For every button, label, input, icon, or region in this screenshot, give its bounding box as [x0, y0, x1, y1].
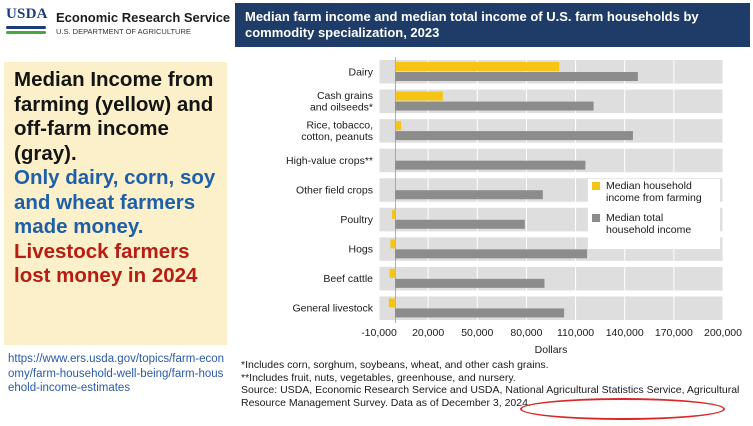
x-tick-label-5: 140,000 [606, 327, 644, 339]
x-tick-label-1: 20,000 [412, 327, 444, 339]
chart-notes: *Includes corn, sorghum, soybeans, wheat… [241, 359, 746, 409]
note-source: Source: USDA, Economic Research Service … [241, 384, 740, 409]
x-tick-label-3: 80,000 [510, 327, 542, 339]
bar-farm-income-rice-tobacco-cotton-peanuts [395, 121, 402, 131]
legend-background [588, 179, 720, 249]
legend-swatch-farm-income [592, 182, 600, 190]
callout-income-description: Median Income from farming (yellow) and … [14, 68, 214, 165]
bar-total-income-general-livestock [395, 308, 565, 318]
note-high-value-crops: **Includes fruit, nuts, vegetables, gree… [241, 371, 516, 384]
bar-total-income-poultry [395, 219, 525, 229]
callout-profit-statement: Only dairy, corn, soy and wheat farmers … [14, 166, 216, 238]
x-tick-label-0: -10,000 [361, 327, 397, 339]
x-axis-label: Dollars [535, 344, 568, 356]
bar-total-income-cash-grains-and-oilseeds [395, 101, 594, 111]
x-tick-label-4: 110,000 [557, 327, 594, 339]
legend-label-farm-income: Median household income from farming [606, 180, 702, 204]
bar-farm-income-dairy [395, 62, 560, 71]
logo-swoosh-green [6, 31, 46, 34]
ers-header: USDA Economic Research Service U.S. DEPA… [6, 4, 232, 44]
legend-label-total-income: Median total household income [606, 212, 691, 236]
bar-farm-income-poultry [392, 209, 396, 219]
callout-panel: Median Income from farming (yellow) and … [4, 62, 227, 345]
bar-total-income-rice-tobacco-cotton-peanuts [395, 131, 633, 141]
note-cash-grains: *Includes corn, sorghum, soybeans, wheat… [241, 359, 549, 371]
category-label-dairy: Dairy [348, 66, 373, 78]
org-name: Economic Research Service [56, 10, 231, 25]
bar-total-income-hogs [395, 249, 588, 259]
legend-swatch-total-income [592, 214, 600, 222]
category-label-general-livestock: General livestock [292, 303, 373, 315]
category-label-cash-grains-and-oilseeds: Cash grains and oilseeds* [310, 90, 373, 114]
x-tick-label-2: 50,000 [461, 327, 493, 339]
chart-panel: Median farm income and median total inco… [235, 3, 750, 423]
category-label-other-field-crops: Other field crops [296, 185, 373, 197]
bar-chart: Dairy Cash grains and oilseeds* Rice, tobac… [286, 57, 742, 356]
usda-logo-text: USDA [6, 6, 48, 22]
bar-total-income-dairy [395, 72, 638, 81]
bar-farm-income-beef-cattle [389, 268, 396, 278]
source-url-link[interactable]: https://www.ers.usda.gov/topics/farm-eco… [8, 353, 225, 394]
bar-total-income-other-field-crops [395, 190, 543, 200]
chart-title: Median farm income and median total inco… [235, 3, 750, 47]
bar-farm-income-cash-grains-and-oilseeds [395, 91, 443, 101]
x-tick-label-7: 200,000 [704, 327, 742, 339]
bar-farm-income-hogs [390, 239, 396, 249]
category-label-hogs: Hogs [348, 244, 373, 256]
logo-swoosh-blue [6, 26, 46, 29]
bar-total-income-beef-cattle [395, 278, 545, 288]
category-label-rice-tobacco-cotton-peanuts: Rice, tobacco, cotton, peanuts [301, 120, 373, 144]
department-name: U.S. DEPARTMENT OF AGRICULTURE [56, 27, 191, 36]
callout-loss-statement: Livestock farmers lost money in 2024 [14, 239, 198, 288]
category-label-beef-cattle: Beef cattle [323, 273, 373, 285]
usda-logo: USDA [6, 4, 50, 38]
bar-total-income-high-value-crops [395, 160, 586, 170]
category-label-poultry: Poultry [340, 214, 373, 226]
bar-farm-income-general-livestock [388, 298, 396, 308]
category-label-high-value-crops: High-value crops** [286, 155, 373, 167]
date-highlight-circle [520, 398, 725, 420]
x-tick-label-6: 170,000 [655, 327, 693, 339]
